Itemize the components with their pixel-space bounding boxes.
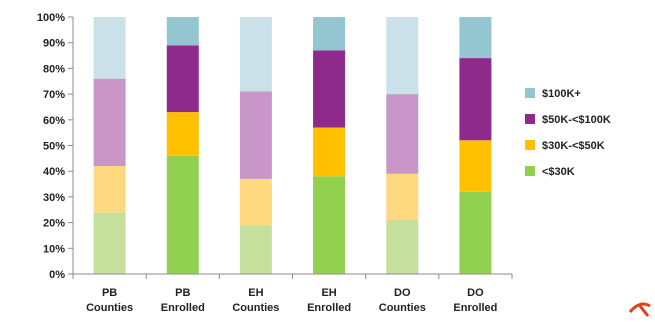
x-tick-label: DO (394, 287, 411, 299)
x-tick-label: Enrolled (161, 302, 205, 314)
x-tick-label: Counties (86, 302, 133, 314)
x-axis-labels: PB Counties PB Enrolled EH Counties EH Enrolled… (86, 287, 497, 314)
bar-segment (386, 220, 419, 274)
x-tick-label: Enrolled (453, 302, 497, 314)
bar-segment (459, 140, 492, 192)
bar-segment (459, 191, 492, 274)
legend-swatch (525, 166, 535, 176)
bar-segment (239, 178, 272, 226)
x-tick-label: Counties (379, 302, 426, 314)
bar-segment (459, 17, 492, 59)
bar-segment (93, 17, 126, 79)
y-tick-label: 90% (43, 38, 65, 50)
y-tick-label: 20% (43, 218, 65, 230)
bar-segment (239, 225, 272, 274)
bar-segment (166, 112, 199, 156)
bar-segment (313, 50, 346, 128)
bar-segment (93, 78, 126, 167)
x-tick-label: PB (175, 287, 190, 299)
y-tick-label: 60% (43, 115, 65, 127)
axes-group (72, 17, 513, 279)
bar-segment (93, 212, 126, 274)
bar-segment (93, 166, 126, 213)
bar-segment (313, 127, 346, 177)
bar-segment (313, 17, 346, 51)
y-tick-label: 100% (37, 12, 65, 24)
legend-label: $100K+ (542, 88, 581, 100)
bar-segment (313, 176, 346, 274)
legend-label: <$30K (542, 166, 575, 178)
y-tick-label: 30% (43, 192, 65, 204)
legend-swatch (525, 88, 535, 98)
bar-segment (386, 173, 419, 221)
bar-segment (166, 17, 199, 46)
y-tick-label: 70% (43, 89, 65, 101)
legend-label: $30K-<$50K (542, 140, 605, 152)
legend: $100K+ $50K-<$100K $30K-<$50K <$30K (525, 88, 611, 178)
x-tick-label: EH (321, 287, 336, 299)
bar-segment (459, 58, 492, 141)
y-tick-label: 80% (43, 63, 65, 75)
y-axis-ticks: 0% 10% 20% 30% 40% 50% 60% 70% 80% 90% 100% (37, 12, 73, 281)
bar-segment (166, 155, 199, 274)
y-tick-label: 10% (43, 243, 65, 255)
y-tick-label: 0% (49, 269, 65, 281)
legend-swatch (525, 140, 535, 150)
x-tick-label: Counties (232, 302, 279, 314)
bar-segment (166, 45, 199, 113)
bar-segment (386, 17, 419, 95)
logo-icon (628, 302, 651, 317)
x-tick-label: PB (102, 287, 117, 299)
y-tick-label: 40% (43, 166, 65, 178)
bar-segment (239, 17, 272, 92)
bar-segment (386, 94, 419, 174)
bar-segment (239, 91, 272, 179)
x-tick-label: DO (467, 287, 484, 299)
bars-group (93, 17, 492, 274)
legend-swatch (525, 114, 535, 124)
legend-label: $50K-<$100K (542, 114, 611, 126)
x-tick-label: Enrolled (307, 302, 351, 314)
y-tick-label: 50% (43, 141, 65, 153)
x-tick-label: EH (248, 287, 263, 299)
